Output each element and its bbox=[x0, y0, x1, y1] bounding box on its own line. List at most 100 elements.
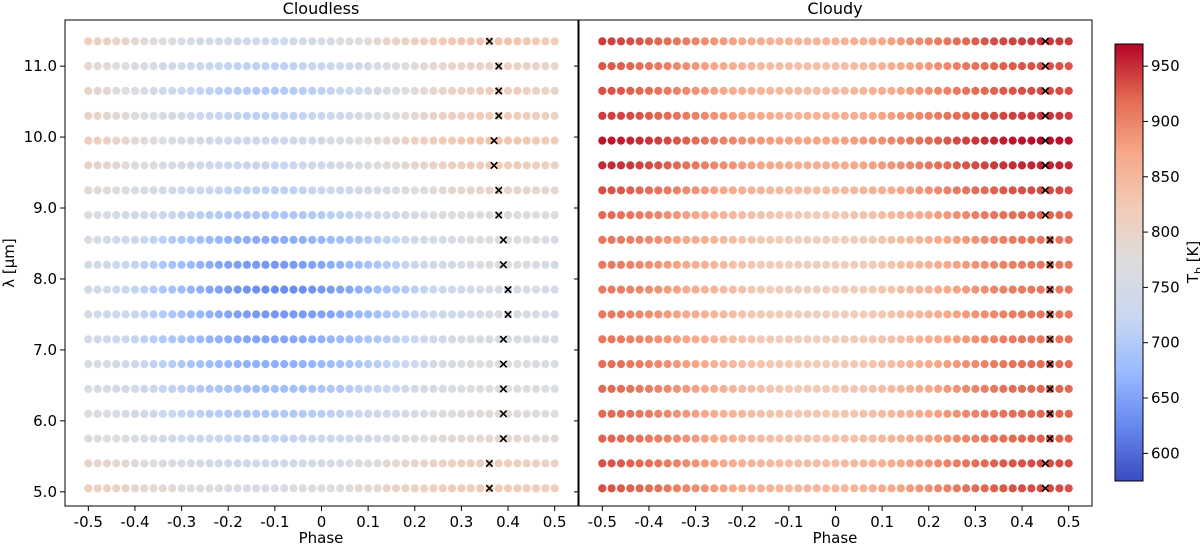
x-tick-label-cloudy: 0.2 bbox=[917, 513, 941, 531]
point-cloudy bbox=[728, 86, 738, 95]
point-cloudy bbox=[738, 62, 747, 71]
point-cloudy bbox=[626, 136, 635, 145]
point-cloudless bbox=[196, 161, 205, 170]
point-cloudy bbox=[663, 409, 672, 418]
point-cloudless bbox=[420, 62, 429, 71]
point-cloudless bbox=[177, 434, 186, 443]
point-cloudy bbox=[775, 335, 784, 344]
point-cloudless bbox=[522, 211, 531, 220]
point-cloudy bbox=[868, 360, 877, 369]
point-cloudy bbox=[747, 186, 756, 195]
point-cloudy bbox=[738, 310, 747, 319]
point-cloudless bbox=[158, 384, 167, 393]
point-cloudy bbox=[934, 434, 943, 443]
point-cloudless bbox=[205, 86, 214, 95]
point-cloudless bbox=[503, 161, 513, 170]
x-axis-cloudless: -0.5 -0.4 -0.3 -0.2 -0.1 0 0.1 0.2 0.3 0.4 0.5 bbox=[74, 506, 567, 531]
point-cloudy bbox=[635, 409, 644, 418]
point-cloudless bbox=[289, 161, 298, 170]
point-cloudless bbox=[102, 161, 112, 170]
point-cloudless bbox=[205, 111, 214, 120]
point-cloudy bbox=[672, 360, 682, 369]
point-cloudless bbox=[196, 37, 205, 46]
point-cloudy bbox=[710, 484, 719, 493]
point-cloudless bbox=[513, 111, 522, 120]
point-cloudy bbox=[663, 62, 672, 71]
point-cloudy bbox=[868, 484, 877, 493]
point-cloudless bbox=[466, 360, 475, 369]
point-cloudless bbox=[298, 111, 307, 120]
point-cloudy bbox=[980, 384, 989, 393]
point-cloudy bbox=[775, 161, 784, 170]
point-cloudless bbox=[280, 186, 289, 195]
point-cloudless bbox=[522, 360, 531, 369]
point-cloudy bbox=[682, 384, 691, 393]
point-cloudless bbox=[326, 211, 335, 220]
point-cloudless bbox=[270, 285, 279, 294]
point-cloudy bbox=[1027, 484, 1036, 493]
point-cloudy bbox=[868, 409, 877, 418]
point-cloudless bbox=[503, 62, 513, 71]
point-cloudless bbox=[252, 111, 261, 120]
point-cloudy bbox=[878, 384, 887, 393]
y-axis-cloudless: 5.06.07.08.09.010.011.0 bbox=[24, 57, 65, 501]
point-cloudy bbox=[980, 186, 989, 195]
point-cloudless bbox=[130, 161, 140, 170]
point-cloudless bbox=[112, 459, 121, 468]
point-cloudy bbox=[999, 434, 1008, 443]
point-cloudy bbox=[915, 235, 924, 244]
point-cloudless bbox=[392, 434, 401, 443]
point-cloudless bbox=[317, 434, 326, 443]
point-cloudless bbox=[140, 62, 149, 71]
point-cloudy bbox=[747, 111, 756, 120]
point-cloudy bbox=[654, 111, 663, 120]
point-cloudy bbox=[738, 260, 747, 269]
point-cloudless bbox=[448, 86, 457, 95]
point-cloudy bbox=[616, 186, 626, 195]
point-cloudless bbox=[438, 136, 447, 145]
point-cloudless bbox=[336, 161, 345, 170]
point-cloudless bbox=[93, 136, 102, 145]
point-cloudless bbox=[224, 62, 233, 71]
point-cloudless bbox=[84, 459, 93, 468]
point-cloudy bbox=[887, 111, 896, 120]
point-cloudy bbox=[840, 409, 849, 418]
point-cloudless bbox=[364, 484, 373, 493]
panel-cloudless: Cloudless -0.5 -0.4 -0.3 -0.2 -0.1 0 0.1 0.2 0.3… bbox=[0, 0, 579, 545]
point-cloudless bbox=[149, 459, 158, 468]
point-cloudy bbox=[626, 86, 635, 95]
point-cloudless bbox=[149, 409, 158, 418]
point-cloudy bbox=[700, 235, 710, 244]
max-marker-cloudy bbox=[1041, 161, 1050, 170]
point-cloudy bbox=[878, 111, 887, 120]
point-cloudy bbox=[831, 161, 840, 170]
point-cloudless bbox=[112, 111, 121, 120]
max-marker-cloudy bbox=[1041, 37, 1050, 46]
point-cloudy bbox=[1017, 211, 1027, 220]
point-cloudless bbox=[392, 136, 401, 145]
point-cloudy bbox=[1055, 285, 1064, 294]
point-cloudless bbox=[280, 484, 289, 493]
point-cloudy bbox=[971, 310, 980, 319]
point-cloudy bbox=[1027, 211, 1036, 220]
max-marker-cloudless bbox=[490, 136, 498, 145]
point-cloudless bbox=[270, 310, 279, 319]
point-cloudy bbox=[654, 136, 663, 145]
point-cloudy bbox=[766, 384, 775, 393]
point-cloudless bbox=[466, 136, 475, 145]
point-cloudy bbox=[616, 260, 626, 269]
point-cloudy bbox=[980, 360, 989, 369]
point-cloudy bbox=[766, 211, 775, 220]
point-cloudy bbox=[840, 37, 849, 46]
point-cloudy bbox=[794, 161, 803, 170]
point-cloudless bbox=[420, 409, 429, 418]
point-cloudy bbox=[990, 86, 999, 95]
point-cloudless bbox=[252, 136, 261, 145]
point-cloudy bbox=[896, 384, 905, 393]
point-cloudy bbox=[1008, 360, 1017, 369]
panel-title-cloudy: Cloudy bbox=[807, 0, 862, 18]
point-cloudless bbox=[345, 484, 354, 493]
point-cloudy bbox=[1008, 235, 1017, 244]
point-cloudless bbox=[326, 335, 335, 344]
point-cloudy bbox=[635, 310, 644, 319]
